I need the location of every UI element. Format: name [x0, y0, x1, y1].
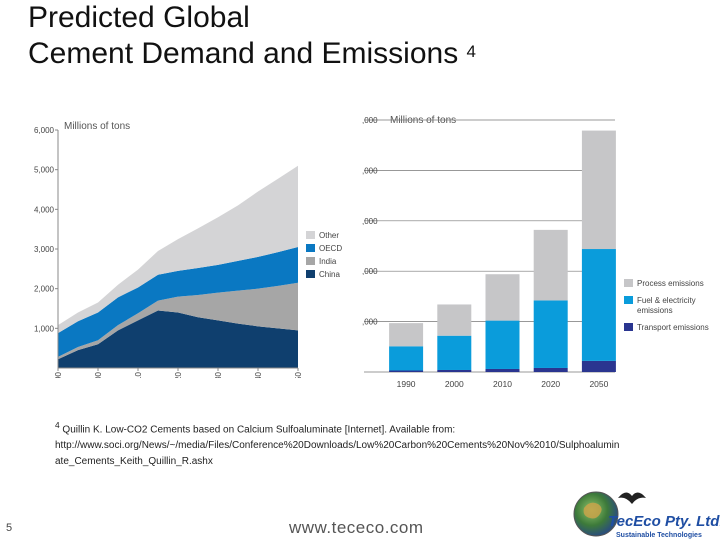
logo-tagline: Sustainable Technologies	[616, 532, 702, 539]
right-ytick-label: ,000	[362, 217, 378, 226]
bar-2000-fuel-electricity-emissions	[437, 335, 472, 370]
bar-1990-process-emissions	[389, 323, 424, 347]
right-xtick-label: 1990	[397, 379, 416, 389]
left-xtick-label: 2010	[134, 371, 143, 378]
bar-2000-transport-emissions	[437, 369, 472, 372]
legend-swatch-other	[306, 231, 315, 239]
legend-label-india: India	[319, 257, 337, 266]
left-xtick-label: 2050	[294, 371, 303, 378]
footnote: 4 Quillin K. Low-CO2 Cements based on Ca…	[55, 417, 695, 470]
right-xtick-label: 2010	[493, 379, 512, 389]
bar-2050-transport-emissions	[581, 360, 616, 372]
footnote-reference: 4	[55, 420, 60, 430]
slide-title: Predicted Global Cement Demand and Emiss…	[28, 0, 476, 72]
left-xtick-label: 2000	[94, 371, 103, 378]
title-line-2: Cement Demand and Emissions 4	[28, 36, 476, 72]
right-ytick-label: ,000	[362, 166, 378, 175]
logo-name: TecEco Pty. Ltd.	[608, 513, 720, 530]
area-oecd	[58, 247, 298, 357]
tececo-logo: TecEco Pty. Ltd. Sustainable Technologie…	[573, 491, 720, 539]
cement-demand-area-chart: Millions of tons 1,000 2,000 3,000 4,000 5,00…	[34, 121, 342, 378]
legend-label-fuel-electricity-emissions: Fuel & electricity emissions	[637, 296, 696, 315]
left-ytick-label: 2,000	[34, 285, 55, 294]
right-ytick-label: ,000	[362, 318, 378, 327]
right-ytick-label: ,000	[362, 116, 378, 125]
area-china	[58, 310, 298, 368]
title-reference: 4	[466, 42, 477, 61]
legend-swatch-process-emissions	[624, 279, 633, 287]
legend-swatch-india	[306, 257, 315, 265]
continent-shape	[583, 502, 602, 519]
left-ytick-label: 5,000	[34, 166, 55, 175]
bar-2050-process-emissions	[581, 130, 616, 250]
right-ytick-label: ,000	[362, 267, 378, 276]
legend-label-oecd: OECD	[319, 244, 342, 253]
bar-2010-transport-emissions	[485, 368, 520, 372]
bar-2010-fuel-electricity-emissions	[485, 320, 520, 369]
legend-swatch-oecd	[306, 244, 315, 252]
left-chart-ylabel: Millions of tons	[64, 121, 130, 132]
legend-swatch-china	[306, 270, 315, 278]
legend-label-transport-emissions: Transport emissions	[637, 323, 709, 332]
bar-2050-fuel-electricity-emissions	[581, 249, 616, 361]
left-xtick-label: 1990	[54, 371, 63, 378]
emissions-bar-chart: Millions of tons ,000 ,000 ,000 ,000 ,000 1990…	[362, 115, 709, 389]
area-india	[58, 282, 298, 360]
bar-1990-transport-emissions	[389, 370, 424, 372]
bar-2020-process-emissions	[533, 229, 568, 301]
bar-2000-process-emissions	[437, 304, 472, 336]
left-ytick-label: 1,000	[34, 324, 55, 333]
area-other	[58, 165, 298, 334]
legend-label-china: China	[319, 270, 340, 279]
bar-2010-process-emissions	[485, 274, 520, 321]
legend-swatch-fuel-electricity-emissions	[624, 296, 633, 304]
bar-2020-transport-emissions	[533, 367, 568, 372]
bar-1990-fuel-electricity-emissions	[389, 346, 424, 371]
right-xtick-label: 2020	[541, 379, 560, 389]
legend-label-line: emissions	[637, 306, 673, 315]
right-xtick-label: 2050	[589, 379, 608, 389]
left-ytick-label: 4,000	[34, 205, 55, 214]
title-line-1: Predicted Global	[28, 1, 250, 34]
left-xtick-label: 2040	[254, 371, 263, 378]
legend-swatch-transport-emissions	[624, 323, 633, 331]
title-line-2-text: Cement Demand and Emissions	[28, 37, 459, 70]
legend-label-process-emissions: Process emissions	[637, 279, 704, 288]
bird-icon	[618, 492, 646, 504]
page-number: 5	[6, 522, 13, 534]
bar-2020-fuel-electricity-emissions	[533, 300, 568, 368]
footnote-text: Quillin K. Low-CO2 Cements based on Calc…	[55, 424, 620, 468]
left-ytick-label: 6,000	[34, 126, 55, 135]
website-url: www.tececo.com	[289, 518, 424, 537]
left-xtick-label: 2030	[214, 371, 223, 378]
right-chart-ylabel: Millions of tons	[390, 115, 456, 126]
left-xtick-label: 2020	[174, 371, 183, 378]
legend-label-line: Fuel & electricity	[637, 296, 696, 305]
right-xtick-label: 2000	[445, 379, 464, 389]
left-ytick-label: 3,000	[34, 245, 55, 254]
legend-label-other: Other	[319, 231, 339, 240]
